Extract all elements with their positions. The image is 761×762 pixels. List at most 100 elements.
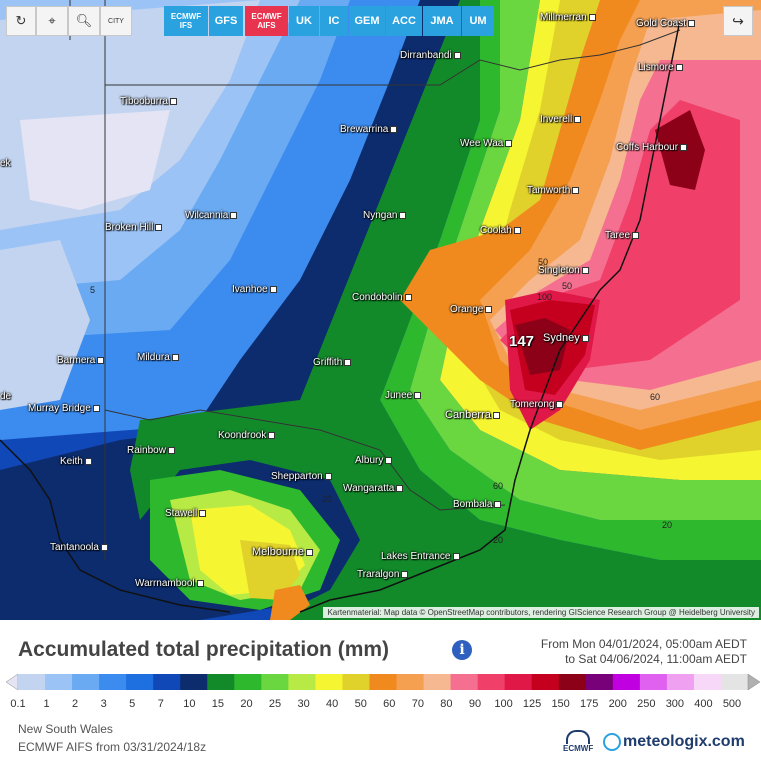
scale-tick-label: 50 — [354, 698, 367, 710]
scale-swatch — [261, 674, 289, 690]
model-tab[interactable]: UK — [289, 6, 319, 36]
city-label: Brewarrina — [340, 124, 398, 135]
scale-tick-label: 2 — [72, 698, 79, 710]
model-tab[interactable]: IC — [320, 6, 348, 36]
scale-swatch — [45, 674, 73, 690]
city-label: Shepparton — [271, 471, 332, 482]
city-label: Tamworth — [527, 185, 580, 196]
city-label: Tantanoola — [50, 542, 108, 553]
ecmwf-logo: ECMWF — [563, 730, 593, 753]
city-label: Barmera — [57, 355, 105, 366]
precipitation-map[interactable]: Millmerran Gold Coast Dirranbandi Lismore Ti… — [0, 0, 761, 620]
model-tab[interactable]: GFS — [209, 6, 243, 36]
scale-swatch — [99, 674, 127, 690]
city-label: Millmerran — [540, 12, 596, 23]
city-label: Sydney — [543, 332, 589, 344]
contour-label: 5 — [90, 285, 96, 295]
model-tab[interactable]: JMA — [423, 6, 461, 36]
contour-label: 20 — [493, 535, 504, 545]
scale-tick-label: 20 — [240, 698, 253, 710]
contour-label: 50 — [538, 257, 549, 267]
city-label: CITY — [108, 17, 124, 25]
model-tab[interactable]: ACC — [386, 6, 422, 36]
city-label: Tomerong — [510, 399, 564, 410]
scale-tick-label: 250 — [637, 698, 656, 710]
scale-tick-label: 10 — [183, 698, 196, 710]
city-label: Wilcannia — [185, 210, 238, 221]
scale-tick-label: 100 — [494, 698, 513, 710]
model-tab[interactable]: ECMWF IFS — [164, 6, 208, 36]
info-icon[interactable]: i — [452, 640, 472, 660]
city-label: Coolah — [480, 225, 521, 236]
zoom-button[interactable]: 🔍︎ — [68, 6, 100, 36]
scale-swatch — [666, 674, 695, 690]
range-from: From Mon 04/01/2024, 05:00am AEDT — [540, 637, 747, 651]
city-label: Condobolin — [352, 292, 412, 303]
scale-swatch — [369, 674, 398, 690]
range-to: to Sat 04/06/2024, 11:00am AEDT — [565, 652, 747, 666]
contour-label: 20 — [322, 494, 333, 504]
color-scale — [6, 674, 760, 690]
model-tab[interactable]: UM — [462, 6, 494, 36]
city-label: Orange — [450, 304, 493, 315]
scale-tick-label: 175 — [580, 698, 599, 710]
zoom-icon: 🔍︎ — [75, 13, 93, 28]
city-label: Tibooburra — [120, 96, 177, 107]
scale-tick-label: 25 — [268, 698, 282, 710]
scale-tick-label: 400 — [694, 698, 713, 710]
city-label: Traralgon — [357, 569, 409, 580]
scale-tick-label: 7 — [157, 698, 164, 710]
contour-label: 60 — [493, 481, 504, 491]
share-button[interactable]: ↪ — [723, 6, 753, 36]
region-label: New South Wales — [18, 722, 113, 736]
city-label: Bombala — [453, 499, 502, 510]
scale-swatch — [234, 674, 262, 690]
scale-swatch — [342, 674, 370, 690]
model-tab[interactable]: ECMWF AIFS — [245, 6, 288, 36]
scale-tick-label: 3 — [100, 698, 107, 710]
scale-tick-label: 200 — [608, 698, 627, 710]
contour-label: 60 — [650, 392, 661, 402]
locate-button[interactable]: ⌖ — [36, 6, 68, 36]
scale-swatch — [207, 674, 235, 690]
scale-swatch — [72, 674, 100, 690]
scale-swatch — [396, 674, 425, 690]
city-label: Mildura — [137, 352, 179, 363]
scale-tick-label: 125 — [522, 698, 542, 710]
model-tab[interactable]: GEM — [349, 6, 385, 36]
city-label: Lismore — [638, 62, 683, 73]
city-label: Nyngan — [363, 210, 407, 221]
refresh-button[interactable]: ↻ — [6, 6, 36, 36]
scale-tick-label: 70 — [411, 698, 424, 710]
scale-swatch — [585, 674, 614, 690]
scale-tick-label: 150 — [551, 698, 570, 710]
city-label: Keith — [60, 456, 92, 467]
scale-swatch — [315, 674, 343, 690]
city-label: Wee Waa — [460, 138, 513, 149]
scale-swatch — [153, 674, 181, 690]
scale-tick-label: 5 — [129, 698, 136, 710]
city-label: Broken Hill — [105, 222, 163, 233]
scale-swatch — [18, 674, 46, 690]
city-label: Taree — [605, 230, 640, 241]
scale-tick-label: 60 — [383, 698, 396, 710]
precipitation-field — [0, 0, 761, 620]
scale-swatch — [450, 674, 479, 690]
city-toggle-button[interactable]: CITY — [100, 6, 132, 36]
city-label: Albury — [355, 455, 393, 466]
city-label: Canberra — [445, 409, 500, 421]
city-label: Murray Bridge — [28, 403, 100, 414]
scale-tick-label: 90 — [468, 698, 482, 710]
scale-swatch — [423, 674, 452, 690]
scale-swatch — [531, 674, 560, 690]
city-label: Ivanhoe — [232, 284, 277, 295]
scale-arrow-left — [6, 674, 19, 690]
city-label: de — [0, 391, 12, 402]
max-value-label: 147 — [509, 333, 535, 350]
city-label: Warrnambool — [135, 578, 204, 589]
scale-tick-label: 15 — [211, 698, 225, 710]
model-run-label: ECMWF AIFS from 03/31/2024/18z — [18, 740, 207, 754]
scale-tick-label: 30 — [297, 698, 310, 710]
city-label: Stawell — [165, 508, 207, 519]
brand-logo[interactable]: meteologix.com — [603, 733, 745, 751]
